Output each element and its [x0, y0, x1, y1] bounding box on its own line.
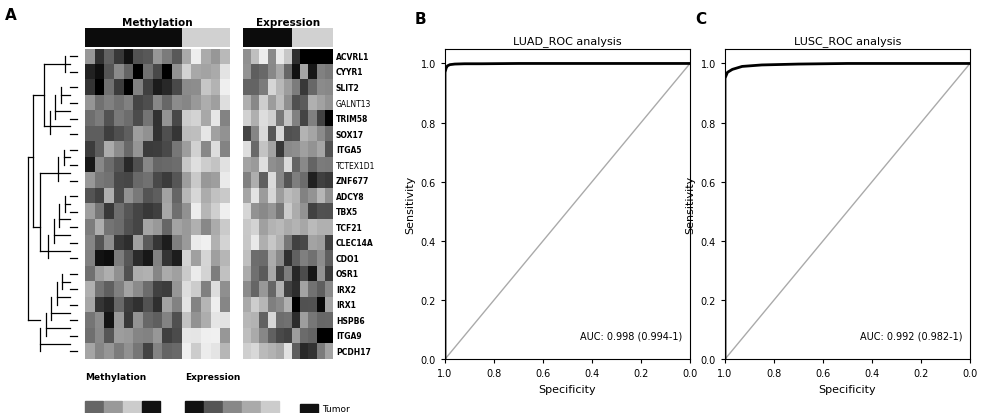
- Text: TCTEX1D1: TCTEX1D1: [336, 161, 375, 170]
- X-axis label: Specificity: Specificity: [819, 384, 876, 394]
- Text: SLIT2: SLIT2: [336, 84, 360, 93]
- Text: Tumor: Tumor: [322, 404, 350, 413]
- Y-axis label: Sensitivity: Sensitivity: [405, 176, 415, 233]
- Title: LUAD_ROC analysis: LUAD_ROC analysis: [513, 36, 622, 47]
- Text: OSR1: OSR1: [336, 270, 359, 279]
- Text: CDO1: CDO1: [336, 254, 360, 263]
- Text: Methylation: Methylation: [85, 372, 146, 381]
- X-axis label: Specificity: Specificity: [539, 384, 596, 394]
- Title: LUSC_ROC analysis: LUSC_ROC analysis: [794, 36, 901, 47]
- Text: IRX1: IRX1: [336, 301, 356, 310]
- Text: TRIM58: TRIM58: [336, 115, 368, 124]
- Text: CLEC14A: CLEC14A: [336, 239, 374, 248]
- Text: GALNT13: GALNT13: [336, 99, 371, 108]
- Text: SOX17: SOX17: [336, 130, 364, 139]
- Text: TCF21: TCF21: [336, 223, 363, 232]
- Y-axis label: Sensitivity: Sensitivity: [685, 176, 695, 233]
- Title: Methylation: Methylation: [122, 18, 193, 28]
- Text: TBX5: TBX5: [336, 208, 358, 217]
- Text: B: B: [415, 12, 427, 27]
- Text: AUC: 0.992 (0.982-1): AUC: 0.992 (0.982-1): [860, 331, 963, 341]
- Text: HSPB6: HSPB6: [336, 316, 365, 325]
- Text: PCDH17: PCDH17: [336, 347, 371, 356]
- Text: A: A: [5, 8, 17, 23]
- Text: ITGA5: ITGA5: [336, 146, 361, 155]
- Text: Expression: Expression: [185, 372, 240, 381]
- Text: CYYR1: CYYR1: [336, 68, 363, 77]
- Text: C: C: [695, 12, 706, 27]
- Text: AUC: 0.998 (0.994-1): AUC: 0.998 (0.994-1): [580, 331, 683, 341]
- Title: Expression: Expression: [256, 18, 320, 28]
- Text: ITGA9: ITGA9: [336, 332, 362, 341]
- Text: ADCY8: ADCY8: [336, 192, 365, 201]
- Text: ZNF677: ZNF677: [336, 177, 369, 186]
- Text: ACVRL1: ACVRL1: [336, 53, 369, 62]
- Text: IRX2: IRX2: [336, 285, 356, 294]
